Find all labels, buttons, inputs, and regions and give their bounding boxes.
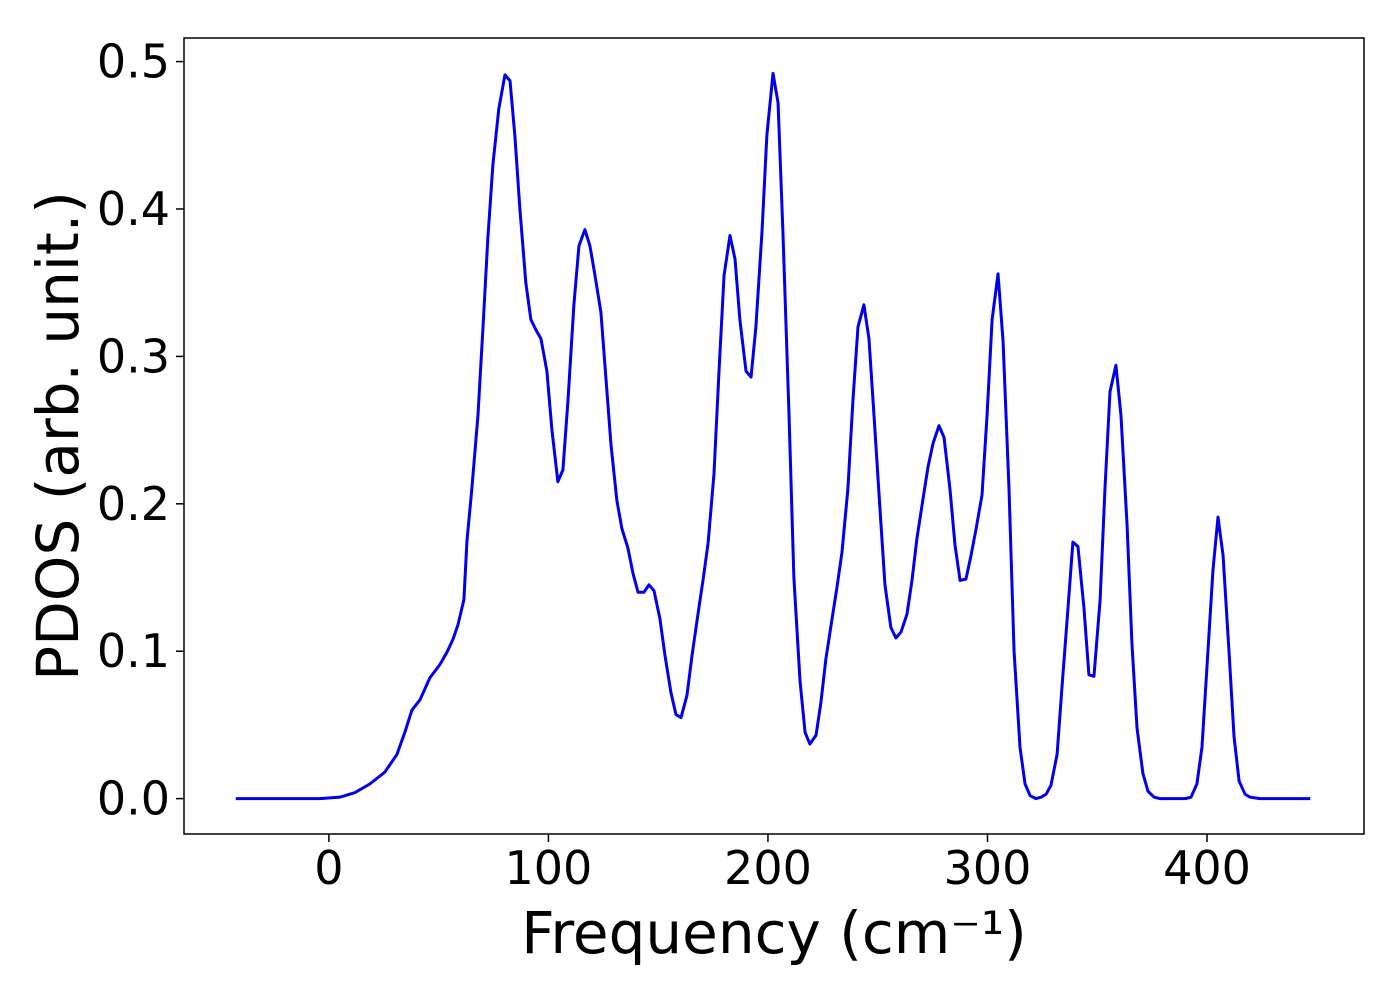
x-tick-label: 100 — [505, 841, 593, 895]
y-tick-label: 0.4 — [97, 182, 170, 236]
x-tick-label: 0 — [314, 841, 343, 895]
y-tick-label: 0.5 — [97, 35, 170, 89]
plot-frame — [183, 37, 1365, 835]
y-tick-label: 0.3 — [97, 329, 170, 383]
x-tick-label: 200 — [724, 841, 812, 895]
y-axis-label: PDOS (arb. unit.) — [24, 191, 92, 681]
y-tick-label: 0.2 — [97, 477, 170, 531]
data-line — [235, 71, 1311, 801]
x-axis-label: Frequency (cm⁻¹) — [521, 899, 1027, 967]
y-tick-label: 0.0 — [97, 772, 170, 826]
y-tick-label: 0.1 — [97, 624, 170, 678]
x-tick-label: 300 — [944, 841, 1032, 895]
x-tick-label: 400 — [1163, 841, 1251, 895]
